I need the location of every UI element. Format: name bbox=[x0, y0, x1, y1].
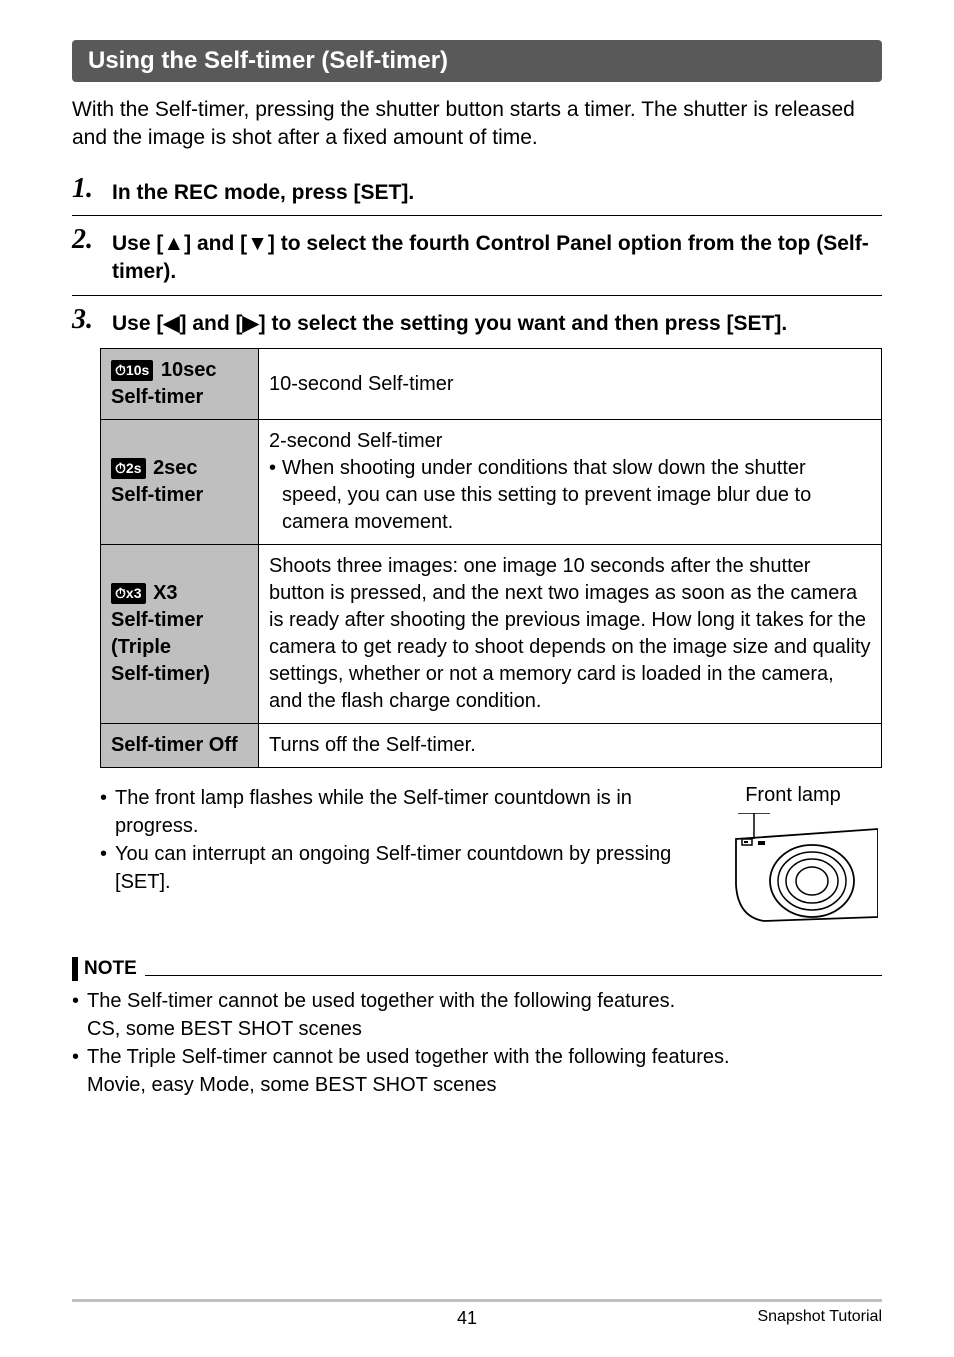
step-number: 2. bbox=[72, 226, 102, 254]
note-text: Movie, easy Mode, some BEST SHOT scenes bbox=[87, 1074, 496, 1096]
bullet-dot: • bbox=[269, 455, 276, 536]
bullet-dot: • bbox=[100, 840, 107, 896]
divider bbox=[72, 215, 882, 216]
label-text: Self-timer bbox=[111, 386, 203, 408]
step-2: 2. Use [▲] and [▼] to select the fourth … bbox=[72, 226, 882, 287]
note-body: • The Self-timer cannot be used together… bbox=[72, 987, 882, 1099]
footer-section: Snapshot Tutorial bbox=[742, 1308, 882, 1329]
post-table-bullets: • The front lamp flashes while the Self-… bbox=[100, 784, 684, 929]
timer-10s-icon: ⏱10s bbox=[111, 360, 153, 381]
note-rule bbox=[145, 975, 882, 976]
label-text: 2sec bbox=[153, 457, 198, 479]
row-label: ⏱10s 10sec Self-timer bbox=[101, 349, 259, 420]
step-text: Use [▲] and [▼] to select the fourth Con… bbox=[112, 226, 882, 287]
footer-rule bbox=[72, 1299, 882, 1302]
bullet-dot: • bbox=[72, 1043, 79, 1099]
bullet-dot: • bbox=[100, 784, 107, 840]
table-row: ⏱x3 X3 Self-timer (Triple Self-timer) Sh… bbox=[101, 545, 882, 724]
label-text: (Triple bbox=[111, 636, 171, 658]
label-text: X3 bbox=[153, 582, 177, 604]
post-table-row: • The front lamp flashes while the Self-… bbox=[100, 784, 882, 929]
desc-bullet: When shooting under conditions that slow… bbox=[282, 455, 871, 536]
camera-front-icon bbox=[708, 813, 878, 923]
row-label: ⏱2s 2sec Self-timer bbox=[101, 420, 259, 545]
row-desc: 2-second Self-timer • When shooting unde… bbox=[259, 420, 882, 545]
note-bar-icon bbox=[72, 957, 78, 981]
bullet-text: The front lamp flashes while the Self-ti… bbox=[115, 784, 684, 840]
label-text: Self-timer bbox=[111, 484, 203, 506]
note-text: The Triple Self-timer cannot be used tog… bbox=[87, 1046, 730, 1068]
step-3: 3. Use [◀] and [▶] to select the setting… bbox=[72, 306, 882, 338]
timer-2s-icon: ⏱2s bbox=[111, 458, 146, 479]
bullet-text: You can interrupt an ongoing Self-timer … bbox=[115, 840, 684, 896]
row-desc: Turns off the Self-timer. bbox=[259, 724, 882, 768]
table-row: ⏱10s 10sec Self-timer 10-second Self-tim… bbox=[101, 349, 882, 420]
table-row: ⏱2s 2sec Self-timer 2-second Self-timer … bbox=[101, 420, 882, 545]
row-label: ⏱x3 X3 Self-timer (Triple Self-timer) bbox=[101, 545, 259, 724]
bullet-dot: • bbox=[72, 987, 79, 1043]
front-lamp-figure: Front lamp bbox=[704, 784, 882, 929]
step-number: 3. bbox=[72, 306, 102, 334]
label-text: Self-timer) bbox=[111, 663, 210, 685]
page-number: 41 bbox=[192, 1308, 742, 1329]
row-desc: 10-second Self-timer bbox=[259, 349, 882, 420]
timer-x3-icon: ⏱x3 bbox=[111, 583, 146, 604]
desc-line: 2-second Self-timer bbox=[269, 428, 871, 455]
note-text: The Self-timer cannot be used together w… bbox=[87, 990, 675, 1012]
table-row: Self-timer Off Turns off the Self-timer. bbox=[101, 724, 882, 768]
step-text: Use [◀] and [▶] to select the setting yo… bbox=[112, 306, 787, 338]
footer-left bbox=[72, 1308, 192, 1329]
divider bbox=[72, 295, 882, 296]
intro-text: With the Self-timer, pressing the shutte… bbox=[72, 96, 882, 153]
step-1: 1. In the REC mode, press [SET]. bbox=[72, 175, 882, 207]
label-text: 10sec bbox=[161, 359, 217, 381]
settings-table: ⏱10s 10sec Self-timer 10-second Self-tim… bbox=[100, 348, 882, 768]
note-heading: NOTE bbox=[72, 957, 882, 981]
section-title: Using the Self-timer (Self-timer) bbox=[72, 40, 882, 82]
label-text: Self-timer bbox=[111, 609, 203, 631]
row-label: Self-timer Off bbox=[101, 724, 259, 768]
note-label: NOTE bbox=[84, 958, 137, 980]
step-text: In the REC mode, press [SET]. bbox=[112, 175, 414, 207]
step-number: 1. bbox=[72, 175, 102, 203]
note-text: CS, some BEST SHOT scenes bbox=[87, 1018, 362, 1040]
page-footer: 41 Snapshot Tutorial bbox=[0, 1299, 954, 1329]
front-lamp-label: Front lamp bbox=[704, 784, 882, 807]
row-desc: Shoots three images: one image 10 second… bbox=[259, 545, 882, 724]
